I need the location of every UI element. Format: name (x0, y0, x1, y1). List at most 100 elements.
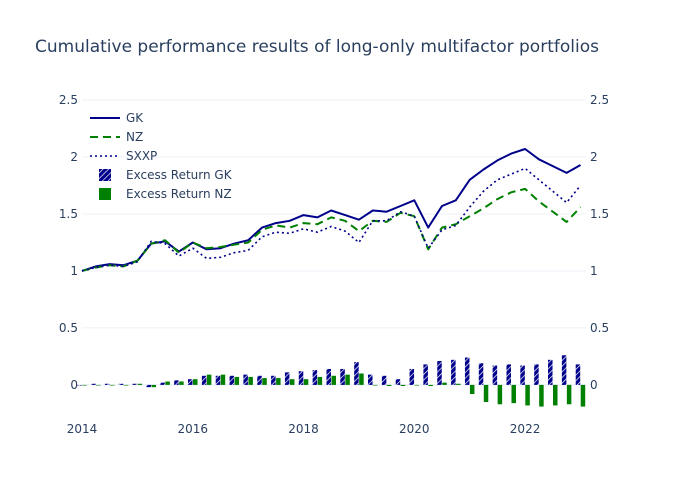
legend-swatch (99, 188, 111, 200)
x-tick-label: 2020 (399, 422, 430, 436)
excess-gk-bar (118, 383, 124, 385)
legend-swatch (99, 169, 111, 181)
excess-nz-bar (276, 378, 281, 385)
excess-nz-bar (580, 384, 586, 407)
excess-gk-bar (243, 374, 248, 385)
excess-gk-bar (437, 360, 442, 385)
excess-nz-bar (137, 383, 143, 385)
excess-nz-bar (234, 376, 240, 385)
sxxp-series-line (81, 167, 582, 272)
excess-nz-bar (303, 379, 309, 385)
excess-gk-bar (520, 365, 525, 385)
line-layer (81, 148, 582, 272)
excess-nz-bar (553, 384, 558, 406)
excess-nz-bar (539, 384, 544, 407)
excess-nz-bar (179, 381, 184, 385)
y-tick-label: 1 (70, 264, 78, 278)
y2-tick-label: 1.5 (590, 207, 609, 221)
excess-gk-bar (451, 359, 456, 385)
excess-gk-bar (340, 368, 345, 385)
excess-nz-bar (82, 384, 87, 386)
excess-gk-bar (160, 382, 165, 385)
excess-gk-bar (575, 364, 581, 385)
legend[interactable]: GK NZ SXXP Excess Return GK Excess Return NZ (90, 111, 233, 201)
excess-gk-bar (132, 383, 138, 385)
excess-nz-bar (566, 384, 572, 405)
excess-nz-bar (248, 376, 253, 385)
excess-gk-bar (534, 364, 539, 385)
excess-nz-bar (386, 384, 392, 387)
legend-label: SXXP (126, 149, 157, 163)
excess-nz-bar (331, 375, 336, 385)
excess-nz-bar (373, 384, 378, 386)
y2-tick-label: 2.5 (590, 93, 609, 107)
excess-gk-bar (478, 363, 484, 385)
bar-layer (77, 355, 586, 407)
legend-item-gk[interactable]: GK (90, 111, 144, 125)
x-tick-label: 2014 (67, 422, 98, 436)
legend-label: NZ (126, 130, 143, 144)
excess-gk-bar (201, 375, 207, 385)
legend-item-nz[interactable]: NZ (90, 130, 143, 144)
excess-gk-bar (91, 383, 96, 385)
excess-nz-bar (345, 374, 350, 385)
excess-gk-bar (146, 384, 151, 388)
excess-nz-bar (469, 384, 475, 395)
excess-gk-bar (188, 379, 193, 385)
excess-nz-bar (442, 382, 447, 385)
excess-gk-bar (298, 371, 304, 385)
excess-gk-bar (409, 368, 415, 385)
excess-nz-bar (497, 384, 503, 405)
x-tick-label: 2022 (510, 422, 541, 436)
excess-nz-bar (400, 384, 406, 387)
excess-nz-bar (428, 384, 433, 387)
excess-nz-bar (151, 384, 156, 388)
excess-gk-bar (423, 364, 428, 385)
excess-nz-bar (193, 379, 198, 385)
axis-layer: 0 0.5 1 1.5 2 2.5 0 0.5 1 1.5 2 2.5 2014 2016 2018 2020… (59, 93, 609, 436)
excess-gk-bar (77, 384, 82, 386)
excess-gk-bar (229, 375, 235, 385)
excess-nz-bar (456, 383, 461, 385)
y-tick-label: 2 (70, 150, 78, 164)
excess-nz-bar (317, 376, 323, 385)
nz-series-line (81, 187, 582, 272)
excess-gk-bar (464, 357, 470, 385)
excess-nz-bar (359, 373, 364, 385)
excess-nz-bar (220, 374, 226, 385)
excess-nz-bar (206, 374, 212, 385)
excess-nz-bar (262, 378, 267, 385)
y-tick-label: 0 (70, 378, 78, 392)
legend-label: Excess Return GK (126, 168, 233, 182)
y-tick-label: 2.5 (59, 93, 78, 107)
excess-gk-bar (326, 368, 331, 385)
excess-gk-bar (561, 355, 567, 385)
y-tick-label: 0.5 (59, 321, 78, 335)
y2-tick-label: 2 (590, 150, 598, 164)
legend-item-sxxp[interactable]: SXXP (90, 149, 157, 163)
excess-nz-bar (96, 384, 101, 386)
excess-gk-bar (354, 362, 359, 385)
legend-label: GK (126, 111, 144, 125)
excess-nz-bar (123, 384, 129, 386)
excess-gk-bar (271, 375, 276, 385)
x-tick-label: 2016 (177, 422, 208, 436)
excess-gk-bar (257, 375, 262, 385)
excess-nz-bar (414, 384, 420, 386)
excess-nz-bar (511, 384, 516, 404)
excess-gk-bar (492, 365, 498, 385)
y-tick-label: 1.5 (59, 207, 78, 221)
excess-nz-bar (289, 379, 295, 385)
excess-gk-bar (368, 374, 373, 385)
legend-item-excess-gk[interactable]: Excess Return GK (99, 168, 233, 182)
excess-nz-bar (483, 384, 489, 402)
excess-gk-bar (548, 359, 553, 385)
excess-gk-bar (284, 372, 290, 385)
excess-gk-bar (506, 364, 511, 385)
legend-item-excess-nz[interactable]: Excess Return NZ (99, 187, 232, 201)
y2-tick-label: 0.5 (590, 321, 609, 335)
excess-gk-bar (104, 383, 110, 385)
x-tick-label: 2018 (288, 422, 319, 436)
